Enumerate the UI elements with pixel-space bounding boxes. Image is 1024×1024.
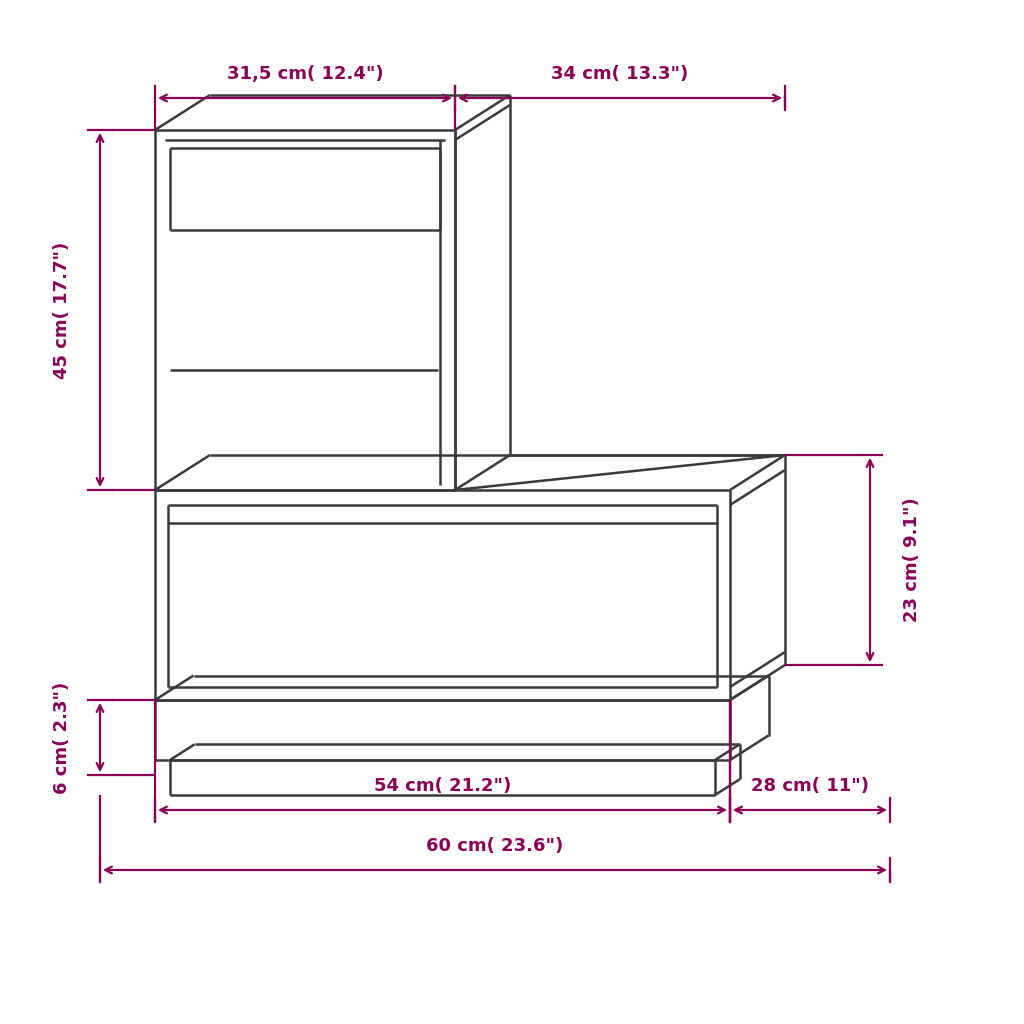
Text: 60 cm( 23.6"): 60 cm( 23.6") — [426, 837, 563, 855]
Text: 6 cm( 2.3"): 6 cm( 2.3") — [53, 681, 71, 794]
Text: 31,5 cm( 12.4"): 31,5 cm( 12.4") — [226, 65, 383, 83]
Text: 28 cm( 11"): 28 cm( 11") — [751, 777, 869, 795]
Text: 34 cm( 13.3"): 34 cm( 13.3") — [551, 65, 688, 83]
Text: 54 cm( 21.2"): 54 cm( 21.2") — [374, 777, 511, 795]
Text: 23 cm( 9.1"): 23 cm( 9.1") — [903, 498, 921, 623]
Text: 45 cm( 17.7"): 45 cm( 17.7") — [53, 242, 71, 379]
